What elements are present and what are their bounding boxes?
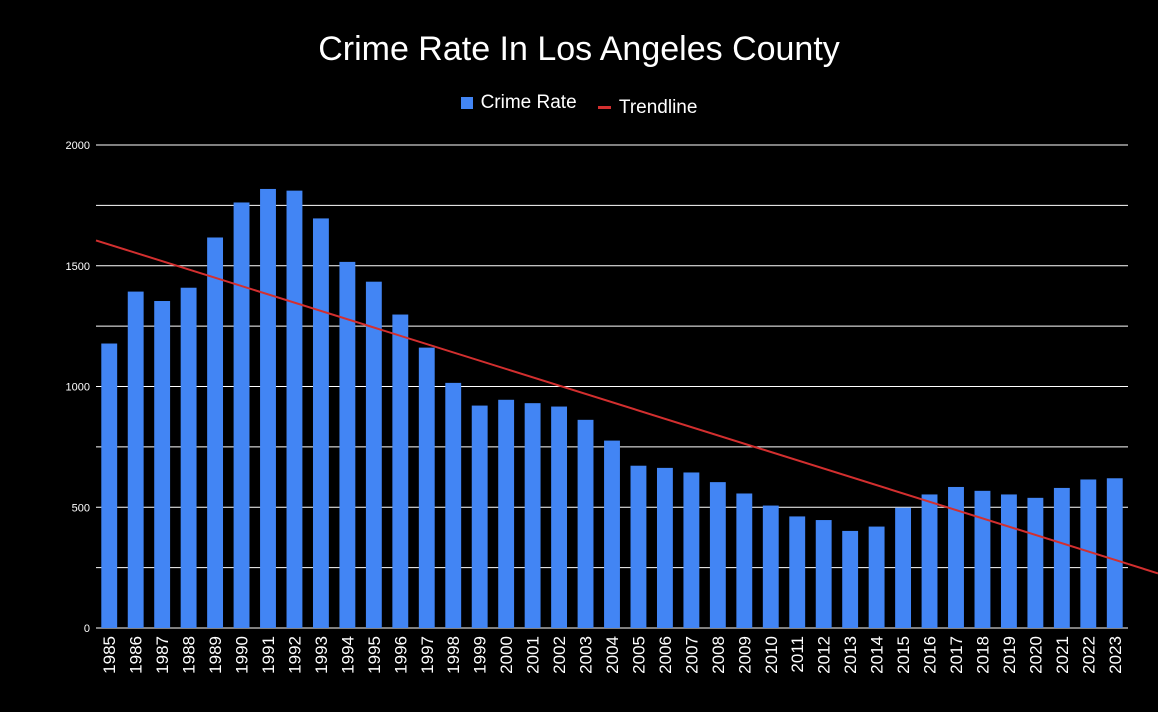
x-tick-label: 1994 xyxy=(338,636,357,674)
x-tick-label: 2012 xyxy=(815,636,834,674)
x-tick-label: 2014 xyxy=(868,636,887,674)
bar-1993 xyxy=(312,218,329,628)
bar-1995 xyxy=(365,281,382,628)
bar-2005 xyxy=(630,465,647,628)
chart-legend: Crime Rate Trendline xyxy=(0,92,1158,119)
bar-2010 xyxy=(762,505,779,628)
chart-title: Crime Rate In Los Angeles County xyxy=(318,30,840,68)
x-tick-label: 2003 xyxy=(577,636,596,674)
y-tick-label: 500 xyxy=(72,502,90,514)
bar-2007 xyxy=(683,472,700,628)
x-tick-label: 1993 xyxy=(312,636,331,674)
x-tick-label: 2013 xyxy=(841,636,860,674)
bar-1990 xyxy=(233,202,250,629)
bar-1992 xyxy=(286,190,303,628)
x-tick-label: 1988 xyxy=(180,636,199,674)
bar-1996 xyxy=(392,314,409,628)
x-tick-label: 1992 xyxy=(285,636,304,674)
bar-2021 xyxy=(1053,487,1070,628)
y-tick-label: 1000 xyxy=(66,382,90,394)
bar-2018 xyxy=(974,490,991,628)
x-tick-label: 2018 xyxy=(973,636,992,674)
x-tick-label: 2006 xyxy=(656,636,675,674)
x-tick-label: 2004 xyxy=(603,636,622,674)
x-tick-label: 2016 xyxy=(921,636,940,674)
x-tick-label: 1985 xyxy=(100,636,119,674)
bar-2002 xyxy=(551,406,568,628)
x-tick-label: 1995 xyxy=(365,636,384,674)
bar-2016 xyxy=(921,494,938,628)
x-tick-label: 1989 xyxy=(206,636,225,674)
x-tick-label: 2011 xyxy=(788,636,807,673)
bar-1991 xyxy=(260,188,276,628)
bar-2019 xyxy=(1000,494,1017,628)
legend-label-crime-rate: Crime Rate xyxy=(480,92,577,113)
bar-2011 xyxy=(789,516,806,628)
bar-2004 xyxy=(604,440,620,628)
legend-item-trendline: Trendline xyxy=(597,96,698,119)
bar-2000 xyxy=(498,399,515,628)
x-tick-label: 1996 xyxy=(391,636,410,674)
bar-1986 xyxy=(127,291,144,628)
x-tick-label: 2023 xyxy=(1106,636,1125,674)
bar-2013 xyxy=(842,530,859,628)
legend-label-trendline: Trendline xyxy=(618,96,698,118)
bar-2014 xyxy=(868,526,885,628)
x-tick-label: 1998 xyxy=(444,636,463,674)
x-tick-label: 1987 xyxy=(153,636,172,674)
bar-1987 xyxy=(154,301,171,628)
bar-1999 xyxy=(471,405,488,628)
x-tick-label: 1990 xyxy=(233,636,252,674)
x-tick-label: 2022 xyxy=(1079,636,1098,674)
x-tick-label: 1997 xyxy=(418,636,437,674)
x-tick-label: 2009 xyxy=(735,636,754,674)
bar-1988 xyxy=(180,287,197,628)
bar-1998 xyxy=(445,382,462,628)
x-tick-label: 2019 xyxy=(1000,636,1019,674)
x-tick-label: 2021 xyxy=(1053,636,1072,674)
y-tick-label: 1500 xyxy=(66,261,90,273)
bar-2009 xyxy=(736,493,753,628)
trendline-extension xyxy=(1127,563,1158,575)
bar-2012 xyxy=(815,520,832,628)
legend-swatch-trendline xyxy=(597,106,611,109)
y-tick-label: 0 xyxy=(84,623,90,635)
x-tick-label: 2010 xyxy=(762,636,781,674)
bar-2003 xyxy=(577,419,594,628)
x-tick-label: 2008 xyxy=(709,636,728,674)
bar-2023 xyxy=(1106,478,1123,628)
bar-2017 xyxy=(948,486,964,628)
x-tick-label: 2020 xyxy=(1026,636,1045,674)
bar-1994 xyxy=(339,261,356,628)
x-tick-label: 2015 xyxy=(894,636,913,674)
x-tick-label: 2007 xyxy=(682,636,701,674)
bar-1985 xyxy=(101,343,118,628)
x-tick-label: 2017 xyxy=(947,636,966,674)
x-tick-label: 2000 xyxy=(497,636,516,674)
x-tick-label: 2001 xyxy=(524,636,543,674)
bar-1997 xyxy=(418,347,435,628)
bar-1989 xyxy=(207,237,224,628)
legend-swatch-crime-rate xyxy=(460,97,473,109)
trendline xyxy=(95,239,1129,565)
x-tick-label: 2005 xyxy=(629,636,648,674)
bar-2015 xyxy=(895,507,912,628)
y-tick-label: 2000 xyxy=(66,140,90,152)
bar-2008 xyxy=(709,482,726,628)
bar-2020 xyxy=(1027,497,1044,628)
bar-2022 xyxy=(1080,479,1097,628)
bar-2001 xyxy=(524,403,541,628)
legend-item-crime-rate: Crime Rate xyxy=(460,92,577,114)
bar-2006 xyxy=(656,467,673,628)
x-tick-label: 1999 xyxy=(471,636,490,674)
x-tick-label: 2002 xyxy=(550,636,569,674)
x-tick-label: 1991 xyxy=(259,636,278,674)
x-tick-label: 1986 xyxy=(127,636,146,674)
